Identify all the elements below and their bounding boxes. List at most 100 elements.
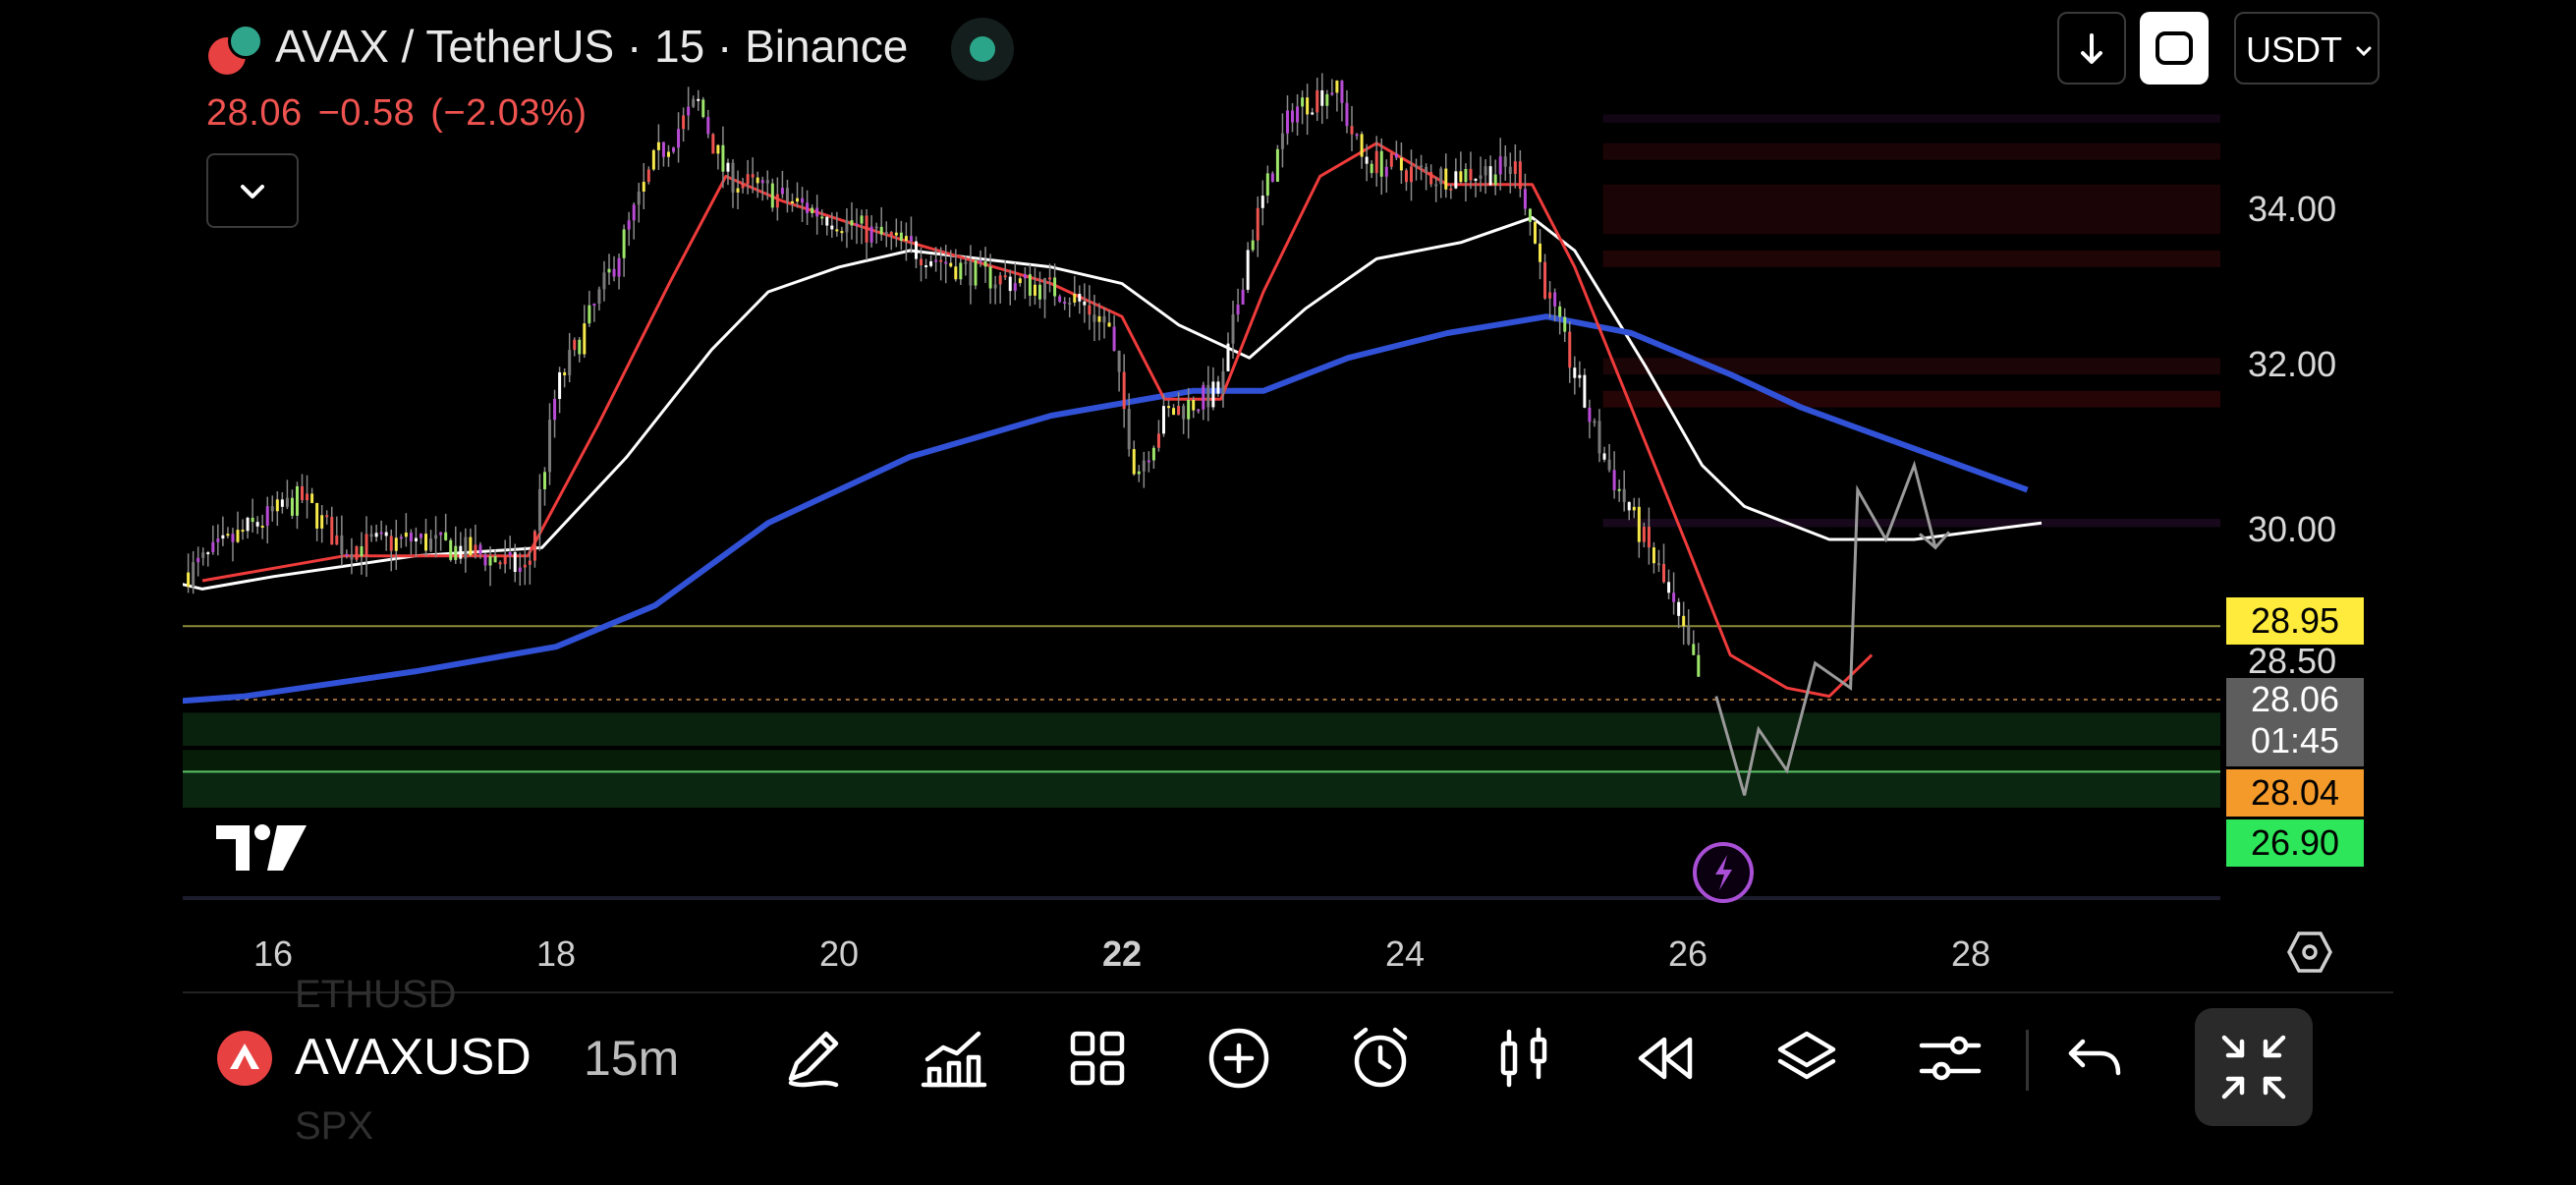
candle-body: [1058, 296, 1062, 302]
candle-body: [988, 266, 992, 289]
candle-body: [865, 215, 868, 243]
candle-body: [597, 289, 601, 305]
candle-body: [1182, 406, 1186, 420]
candle-body: [1434, 184, 1438, 187]
chart-panel[interactable]: AVAX / TetherUS · 15 · Binance 28.06 −0.5…: [183, 0, 2393, 994]
candle-body: [1568, 331, 1572, 368]
candle-body: [330, 517, 334, 545]
axis-settings-icon[interactable]: [2287, 930, 2332, 975]
status-dot-icon: [970, 36, 995, 62]
candle-body: [1177, 406, 1181, 416]
undo-icon[interactable]: [2059, 1024, 2128, 1093]
indicators-icon[interactable]: [920, 1024, 988, 1093]
candle-body: [845, 220, 849, 233]
candle-body: [1043, 278, 1047, 300]
chart-type-icon[interactable]: [1489, 1024, 1558, 1093]
candle-body: [1275, 148, 1279, 182]
market-status-indicator[interactable]: [951, 18, 1014, 81]
candle-body: [255, 522, 259, 527]
candle-body: [1503, 156, 1507, 167]
candle-body: [350, 553, 354, 560]
candle-body: [548, 420, 552, 473]
candle-body: [454, 545, 458, 560]
candle-body: [439, 532, 443, 536]
candle-body: [1147, 460, 1150, 463]
candle-body: [1597, 421, 1601, 454]
candle-body: [790, 200, 794, 203]
candle-body: [1330, 92, 1334, 95]
candle-body: [944, 261, 948, 264]
symbol-selector[interactable]: AVAXUSD: [295, 1029, 532, 1086]
candle-body: [1325, 93, 1329, 106]
candle-body: [1142, 460, 1146, 472]
candle-body: [414, 537, 418, 541]
candle-body: [518, 567, 522, 573]
zone-band: [1602, 358, 2220, 374]
candle-body: [924, 264, 928, 267]
candle-body: [1484, 166, 1487, 176]
candle-body: [1667, 582, 1671, 593]
ghost-symbol: ETHUSD: [295, 973, 457, 1016]
alert-icon[interactable]: [1346, 1024, 1415, 1093]
candle-body: [646, 169, 650, 183]
candle-body: [860, 215, 864, 224]
candle-body: [651, 149, 655, 170]
candle-body: [488, 556, 492, 566]
candle-body: [1068, 302, 1072, 305]
candle-body: [1221, 370, 1225, 394]
candle-body: [1563, 316, 1567, 332]
exit-fullscreen-button[interactable]: [2195, 1008, 2313, 1126]
layers-icon[interactable]: [1772, 1024, 1841, 1093]
candle-body: [1548, 292, 1552, 299]
candle-body: [850, 220, 854, 226]
chevron-down-icon: [241, 185, 264, 198]
timeframe-selector[interactable]: 15m: [584, 1031, 680, 1086]
candle-body: [1399, 157, 1403, 171]
candle-body: [1151, 447, 1155, 461]
lightning-event-icon[interactable]: [1692, 841, 1755, 904]
last-price: 28.06: [206, 92, 303, 134]
exit-fullscreen-icon: [2221, 1035, 2286, 1100]
candle-body: [478, 544, 482, 555]
candle-body: [578, 339, 582, 355]
candle-body: [260, 526, 264, 529]
scroll-to-latest-button[interactable]: [2057, 12, 2126, 85]
candle-body: [1320, 89, 1324, 106]
currency-select[interactable]: USDT: [2234, 12, 2380, 85]
replay-icon[interactable]: [1631, 1024, 1700, 1093]
candle-body: [874, 226, 878, 229]
fullscreen-toggle-button[interactable]: [2140, 12, 2209, 85]
candle-body: [216, 538, 220, 542]
candle-body: [1533, 221, 1537, 244]
layout-grid-icon[interactable]: [1063, 1024, 1132, 1093]
price-change: −0.58: [317, 92, 416, 134]
candle-body: [1350, 126, 1354, 135]
zone-band: [1602, 519, 2220, 528]
candle-body: [1216, 381, 1220, 394]
legend-collapse-button[interactable]: [206, 153, 299, 228]
candle-body: [746, 174, 750, 185]
price-chart[interactable]: [183, 0, 2393, 994]
chart-title[interactable]: AVAX / TetherUS · 15 · Binance: [275, 21, 909, 72]
candle-body: [949, 262, 953, 267]
candle-body: [642, 182, 645, 192]
candle-body: [226, 534, 230, 536]
moving-average-line: [201, 141, 1874, 699]
candle-body: [706, 117, 710, 135]
zone-band: [1602, 390, 2220, 408]
candle-body: [537, 488, 541, 532]
candle-body: [1384, 166, 1388, 177]
candle-body: [770, 183, 774, 208]
draw-icon[interactable]: [777, 1024, 846, 1093]
candle-body: [1459, 171, 1463, 183]
candle-body: [493, 556, 497, 563]
candle-body: [1296, 106, 1300, 123]
price-tag-level: 28.95: [2226, 597, 2364, 645]
candle-body: [583, 323, 587, 355]
candle-body: [785, 188, 789, 201]
candle-body: [1187, 400, 1191, 420]
candle-body: [325, 515, 329, 518]
settings-icon[interactable]: [1916, 1024, 1985, 1093]
add-icon[interactable]: [1204, 1024, 1273, 1093]
candle-body: [265, 506, 269, 527]
